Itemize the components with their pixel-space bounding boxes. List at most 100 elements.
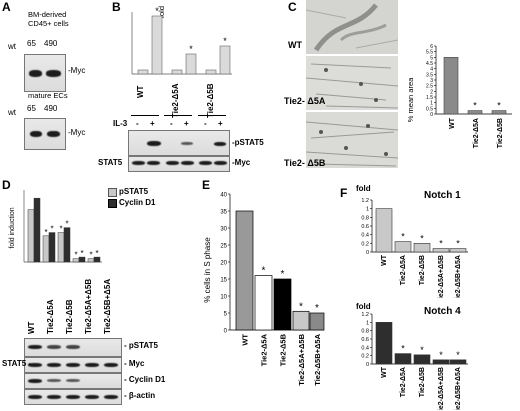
panel-e-ylabel: % cells in S phase — [203, 237, 212, 303]
y-tick-label: 0.4 — [361, 345, 369, 351]
panel-d-lane-d5a: Tie2-Δ5A — [46, 299, 55, 334]
blot-band — [66, 345, 80, 349]
y-tick-label: 0.5 — [426, 106, 433, 112]
significance-star: * — [89, 251, 92, 260]
panel-c-label: C — [288, 0, 297, 14]
y-tick-label: 0.2 — [361, 241, 369, 247]
blot-band — [47, 379, 61, 382]
panel-b-group-d5b: Tie2-Δ5B — [206, 83, 215, 118]
bar — [235, 210, 254, 331]
bar — [375, 208, 393, 253]
y-tick-label: 3.5 — [426, 72, 433, 78]
x-tick-label: Tie2-Δ5A — [260, 333, 269, 366]
panel-b-label: B — [112, 0, 121, 14]
panel-d-label: D — [2, 178, 11, 192]
panel-d-band-pstat5: - pSTAT5 — [124, 341, 158, 350]
panel-d-bars: * * *** * * * — [27, 197, 101, 263]
y-tick-label: 1.2 — [361, 312, 369, 318]
micrograph-texture — [305, 121, 399, 167]
y-tick-label: 5 — [430, 55, 433, 61]
panel-f-fold-2: fold — [356, 302, 371, 311]
blot-band — [28, 363, 42, 367]
y-tick-label: 0.2 — [361, 354, 369, 360]
panel-b-band-myc: -Myc — [232, 158, 251, 167]
y-tick-label: 1 — [366, 207, 369, 213]
sign: - — [204, 119, 207, 128]
x-tick-label: WT — [449, 117, 456, 129]
x-tick-label: Tie2-Δ5B — [419, 367, 426, 397]
group-bracket — [164, 115, 192, 116]
bar — [491, 110, 507, 115]
panel-a-band-label-1: -Myc — [68, 66, 86, 75]
x-tick-label: Tie2-Δ5A — [473, 118, 480, 148]
y-tick-label: 40 — [220, 193, 227, 199]
significance-star: * — [80, 249, 83, 258]
blot-band — [166, 161, 179, 165]
panel-d-lane-d5ba: Tie2-Δ5B+Δ5A — [103, 278, 112, 334]
panel-b-bars: * * * — [137, 6, 231, 75]
panel-a-lane-65: 65 — [27, 39, 36, 48]
bar-cyclin-d1 — [93, 256, 101, 263]
y-tick-label: 0 — [366, 362, 369, 368]
panel-f-fold-1: fold — [356, 184, 371, 193]
panel-f-chart-notch1: 0 0.2 0.4 0.6 0.8 1 1.2 WT * Tie2-Δ5A * Tie2-Δ5B * T… — [361, 198, 468, 298]
blot-band — [181, 161, 194, 165]
panel-b-stat5: STAT5 — [98, 158, 123, 167]
panel-b-il3: IL-3 — [113, 119, 128, 128]
significance-star: * — [155, 6, 159, 16]
panel-d-lane-wt: WT — [27, 321, 36, 334]
panel-c-chart: % mean area 00.511.522.533.544.555.56 WT… — [406, 44, 512, 148]
significance-star: * — [315, 303, 319, 314]
sign: - — [170, 119, 173, 128]
panel-b-chart: fold induction * * * — [131, 6, 232, 75]
x-tick-label: Tie2-Δ5B+Δ5A — [313, 333, 322, 385]
y-tick-label: 3 — [430, 78, 433, 84]
panel-e-bars: WT * Tie2-Δ5A * Tie2-Δ5B * Tie2-Δ5A+Δ5B * Tie2-Δ… — [235, 210, 325, 386]
y-tick-label: 0 — [224, 329, 228, 335]
panel-d-lane-d5ab: Tie2-Δ5A+Δ5B — [84, 278, 93, 334]
panel-a-blot-1 — [24, 54, 66, 92]
bar — [151, 15, 163, 75]
significance-star: * — [44, 228, 47, 237]
bar — [443, 57, 459, 115]
y-tick-label: 5 — [224, 312, 228, 318]
blot-band — [104, 395, 118, 399]
bar — [309, 312, 325, 331]
sign: + — [184, 119, 189, 128]
blot-band — [46, 70, 61, 77]
panel-a-lane-wt-2: wt — [8, 108, 16, 117]
bar-pstat5 — [57, 232, 65, 263]
group-bracket — [198, 115, 226, 116]
y-tick-label: 35 — [220, 210, 227, 216]
y-tick-label: 4 — [430, 67, 433, 73]
bar — [449, 248, 467, 253]
blot-band — [47, 363, 61, 367]
panel-b-blot-pstat5 — [128, 130, 230, 156]
panel-f-title-notch1: Notch 1 — [424, 190, 461, 201]
x-tick-label: Tie2-Δ5B+Δ5A — [455, 255, 462, 298]
y-tick-label: 20 — [220, 261, 227, 267]
blot-band — [147, 141, 161, 146]
blot-band — [132, 161, 145, 165]
bar-cyclin-d1 — [78, 256, 86, 263]
panel-d-chart: fold induction * * *** * * * — [9, 190, 102, 263]
x-tick-label: Tie2-Δ5A+Δ5B — [297, 333, 306, 385]
bar — [394, 241, 412, 253]
x-tick-label: WT — [381, 366, 388, 378]
bar — [432, 248, 450, 253]
panel-c-row-wt: WT — [288, 40, 302, 50]
significance-star: * — [401, 344, 405, 354]
x-tick-label: Tie2-Δ5A — [400, 367, 407, 397]
x-tick-label: Tie2-Δ5A+Δ5B — [438, 367, 445, 410]
blot-band — [214, 142, 226, 146]
significance-star: * — [439, 239, 443, 249]
x-tick-label: Tie2-Δ5A+Δ5B — [438, 255, 445, 298]
y-tick-label: 1 — [430, 101, 433, 107]
blot-band — [30, 131, 42, 137]
bar — [171, 69, 183, 75]
blot-band — [28, 379, 42, 383]
significance-star: * — [281, 269, 285, 280]
panel-f2-bars: WT * Tie2-Δ5A * Tie2-Δ5B * Tie2-Δ5A+Δ5B * Tie2-Δ… — [375, 322, 467, 410]
bar — [413, 354, 431, 365]
significance-star: * — [497, 101, 501, 111]
